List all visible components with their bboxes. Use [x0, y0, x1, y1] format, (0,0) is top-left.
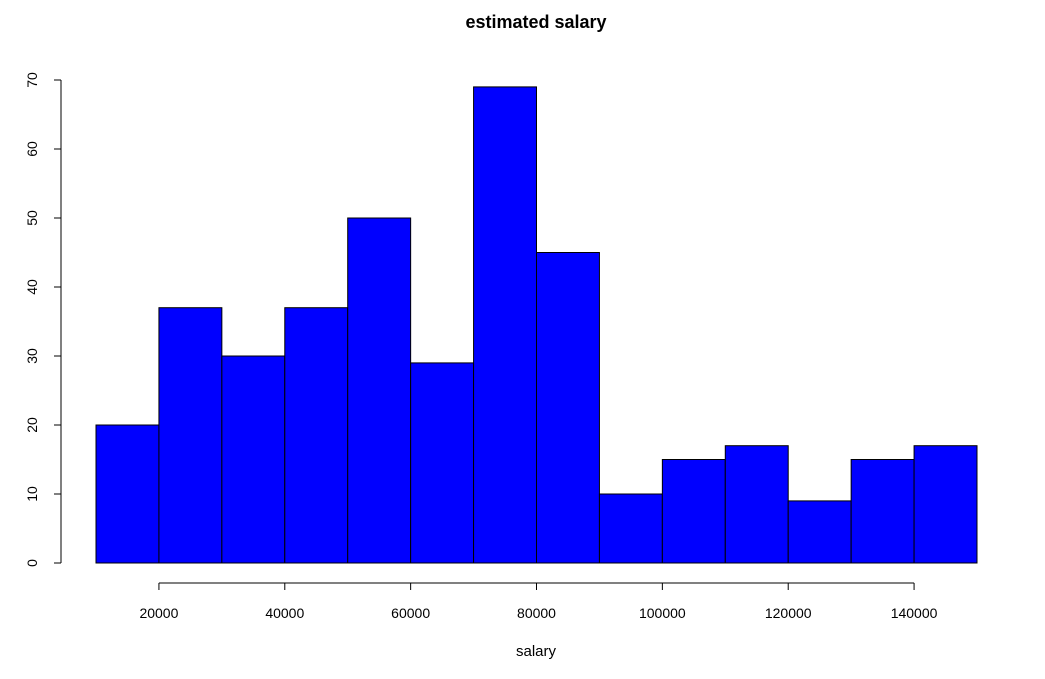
histogram-bar [536, 252, 600, 564]
x-tick-label: 100000 [639, 605, 686, 621]
x-tick-label: 60000 [391, 605, 430, 621]
x-tick-label: 140000 [891, 605, 938, 621]
y-tick-label: 20 [24, 417, 40, 433]
histogram-bar [221, 355, 286, 564]
y-axis: 0 10 20 30 40 50 60 70 [24, 72, 62, 567]
y-tick-label: 60 [24, 141, 40, 157]
histogram-bar [598, 493, 663, 564]
histogram-bar [913, 445, 978, 564]
histogram-bar [95, 424, 160, 564]
histogram-bar [284, 307, 349, 564]
histogram-bar [850, 459, 915, 564]
y-tick-label: 40 [24, 279, 40, 295]
x-axis-title: salary [516, 643, 557, 660]
histogram-bar [787, 500, 852, 564]
y-tick-label: 0 [24, 559, 40, 567]
y-tick-label: 50 [24, 210, 40, 226]
histogram-bar [661, 459, 726, 564]
x-tick-label: 80000 [517, 605, 556, 621]
bars-group [95, 86, 978, 564]
x-tick-label: 20000 [139, 605, 178, 621]
y-tick-label: 30 [24, 348, 40, 364]
y-tick-label: 10 [24, 486, 40, 502]
histogram-bar [158, 307, 223, 564]
y-tick-label: 70 [24, 72, 40, 88]
histogram-bar [724, 445, 789, 564]
x-tick-label: 120000 [765, 605, 812, 621]
histogram-bar [473, 86, 538, 564]
chart-title: estimated salary [465, 12, 606, 32]
histogram-bar [410, 362, 475, 564]
histogram-bar [347, 217, 412, 564]
x-axis: 20000 40000 60000 80000 100000 120000 140000 [139, 582, 938, 621]
x-tick-label: 40000 [265, 605, 304, 621]
